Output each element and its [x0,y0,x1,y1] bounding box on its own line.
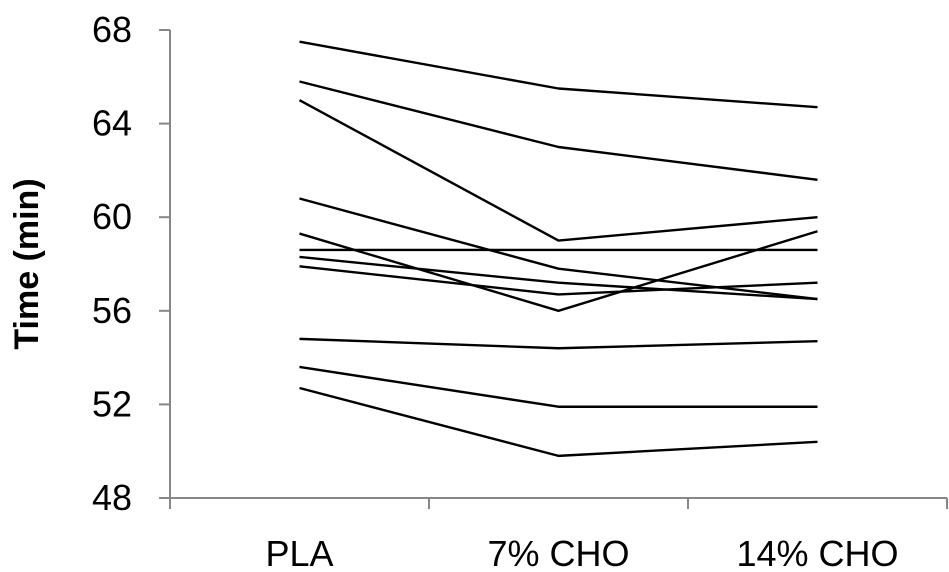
y-tick-label: 56 [92,290,132,331]
y-tick-label: 48 [92,477,132,518]
y-tick-labels: 48 52 56 60 64 68 [92,9,132,518]
x-tick-label: PLA [265,533,333,572]
x-tick-labels: PLA 7% CHO 14% CHO [265,533,898,572]
y-tick-label: 64 [92,103,132,144]
series-line-7 [299,255,818,301]
series-line-5 [299,230,818,312]
series-line-3 [298,99,818,242]
x-ticks [169,498,948,509]
axes [159,29,948,509]
x-tick-label: 14% CHO [736,533,898,572]
series-line-4 [299,197,818,301]
y-tick-label: 52 [92,383,132,424]
series-line-2 [299,80,818,181]
y-tick-label: 68 [92,9,132,50]
series-line-11 [299,386,818,458]
y-tick-label: 60 [92,196,132,237]
series-lines [298,40,818,458]
y-axis-title: Time (min) [8,178,46,349]
series-line-1 [299,40,818,109]
y-ticks [159,29,170,499]
series-line-10 [299,365,818,408]
series-line-9 [299,337,818,350]
series-line-8 [299,265,818,296]
x-tick-label: 7% CHO [487,533,629,572]
